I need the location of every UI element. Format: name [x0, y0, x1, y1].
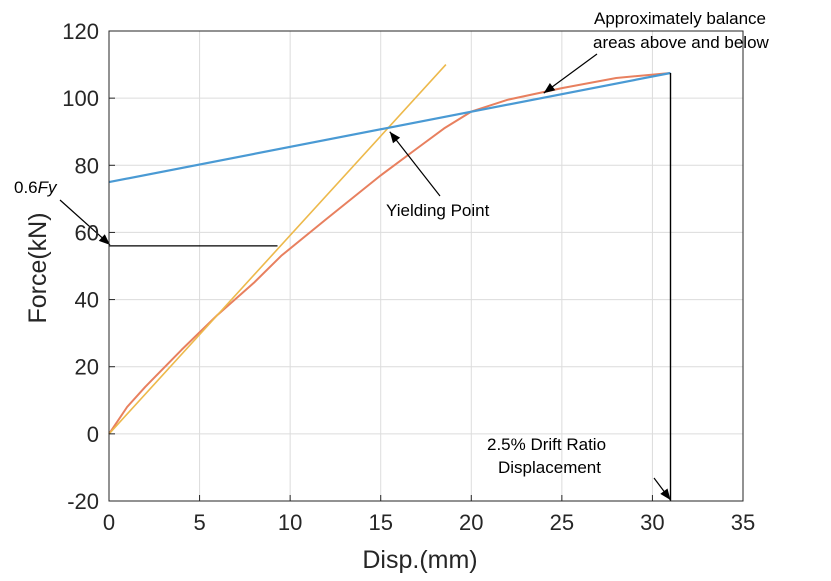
yielding-arrow-line: [389, 131, 441, 197]
x-tick-label: 10: [278, 510, 302, 535]
x-axis-label: Disp.(mm): [362, 546, 477, 574]
x-tick-label: 15: [368, 510, 392, 535]
fy-arrow-head: [98, 234, 110, 245]
y-axis-label: Force(kN): [24, 212, 52, 323]
annotation-arrows: [59, 53, 672, 501]
annotation-balance-line2: areas above and below: [593, 33, 770, 52]
initial-stiffness-line: [108, 64, 447, 435]
annotation-drift-line2: Displacement: [498, 458, 601, 477]
post-yield-line: [108, 71, 671, 184]
y-tick-label: 100: [62, 86, 99, 111]
balance-arrow-head: [543, 83, 556, 94]
annotation-balance-line1: Approximately balance: [594, 9, 766, 28]
series-group: [108, 64, 672, 501]
x-tick-label: 0: [103, 510, 115, 535]
annotation-drift-line1: 2.5% Drift Ratio: [487, 435, 606, 454]
annotation-fy: 0.6Fy: [14, 178, 58, 197]
annotation-fy-variable: Fy: [38, 178, 58, 197]
x-tick-label: 25: [550, 510, 574, 535]
grid: [108, 30, 744, 502]
annotation-yielding-point: Yielding Point: [386, 201, 490, 220]
y-tick-label: 120: [62, 19, 99, 44]
plot-frame: [108, 30, 744, 502]
x-tick-label: 20: [459, 510, 483, 535]
y-tick-label: -20: [67, 489, 99, 514]
y-tick-label: 0: [87, 422, 99, 447]
x-tick-label: 5: [193, 510, 205, 535]
yielding-arrow-head: [389, 131, 401, 144]
x-tick-label: 30: [640, 510, 664, 535]
drift-arrow-head: [660, 488, 671, 500]
fy-arrow-line: [59, 199, 111, 246]
y-tick-label: 80: [75, 153, 99, 178]
experimental-curve-line: [108, 72, 671, 435]
y-tick-label: 60: [75, 220, 99, 245]
annotation-fy-prefix: 0.6: [14, 178, 38, 197]
y-tick-label: 20: [75, 355, 99, 380]
balance-arrow-line: [543, 53, 598, 94]
y-tick-label: 40: [75, 288, 99, 313]
x-tick-label: 35: [731, 510, 755, 535]
